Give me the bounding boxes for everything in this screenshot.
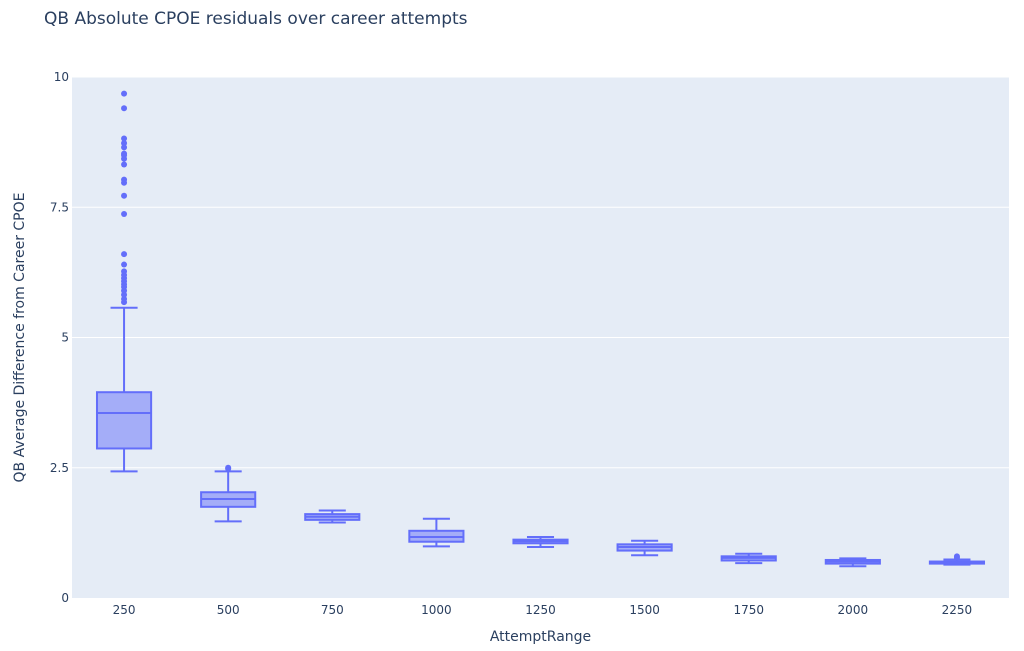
outlier-point [121, 268, 128, 275]
outlier-point [121, 161, 128, 168]
x-tick-label: 2000 [838, 603, 869, 617]
box-body [95, 391, 153, 450]
x-tick-label: 250 [113, 603, 136, 617]
x-tick-label: 1000 [421, 603, 452, 617]
outlier-point [121, 261, 128, 268]
box-750 [304, 509, 361, 524]
outlier-point [121, 291, 128, 298]
outlier-point [121, 144, 128, 151]
outlier-point [121, 295, 128, 302]
box-2250 [928, 553, 986, 566]
y-axis-label: QB Average Difference from Career CPOE [12, 193, 28, 483]
x-tick-label: 1750 [733, 603, 764, 617]
x-tick-label: 2250 [942, 603, 973, 617]
boxes [95, 90, 986, 568]
outlier-point [121, 105, 128, 112]
outlier-point [121, 176, 128, 183]
box-1000 [408, 517, 465, 548]
outlier-point [121, 211, 128, 218]
y-tick-label: 7.5 [50, 200, 69, 214]
y-tick-label: 10 [54, 70, 69, 84]
box-2000 [824, 557, 881, 568]
outlier-point [121, 140, 128, 147]
outlier-point [953, 553, 960, 560]
x-axis-label: AttemptRange [490, 629, 591, 645]
y-tick-label: 2.5 [50, 461, 69, 475]
outlier-point [121, 192, 128, 199]
y-axis-ticks: 0 2.5 5 7.5 10 [50, 70, 69, 605]
x-tick-label: 1500 [629, 603, 660, 617]
box-1250 [512, 536, 569, 548]
outlier-point [121, 150, 128, 157]
box-1500 [616, 539, 673, 557]
box-500 [200, 464, 257, 523]
x-tick-label: 750 [321, 603, 344, 617]
y-tick-label: 5 [61, 331, 69, 345]
outlier-point [225, 464, 232, 471]
box-1750 [720, 552, 777, 565]
outlier-point [121, 90, 128, 97]
x-axis-ticks: 250 500 750 1000 1250 1500 1750 2000 2250 [113, 603, 973, 617]
outlier-point [121, 135, 128, 142]
box-250 [95, 90, 153, 473]
y-tick-label: 0 [61, 591, 69, 605]
x-tick-label: 500 [217, 603, 240, 617]
outlier-point [121, 251, 128, 258]
x-tick-label: 1250 [525, 603, 556, 617]
chart-title: QB Absolute CPOE residuals over career a… [44, 9, 468, 29]
